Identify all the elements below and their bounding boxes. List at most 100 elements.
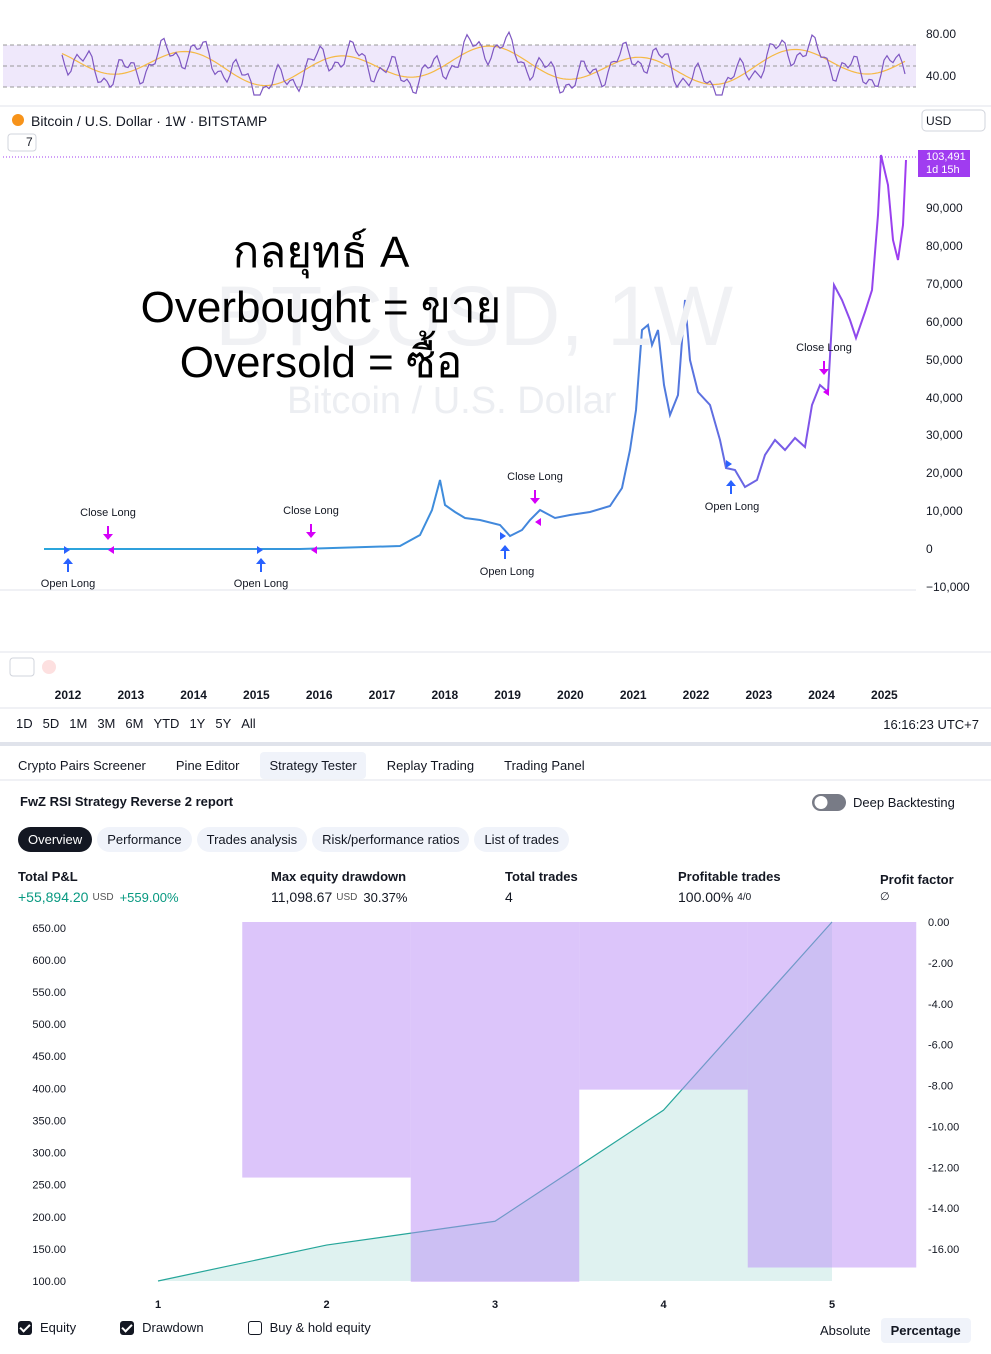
scale-modes: Absolute Percentage xyxy=(810,1318,976,1343)
strategy-tab[interactable]: Performance xyxy=(97,827,192,852)
year-label: 2014 xyxy=(180,688,207,702)
metric-value: 4 xyxy=(505,889,513,905)
timeframe-button[interactable]: 1Y xyxy=(189,716,206,731)
price-tick: 50,000 xyxy=(926,352,963,367)
year-label: 2013 xyxy=(117,688,145,702)
y-tick-label: 100.00 xyxy=(32,1276,66,1288)
y2-tick-label: -4.00 xyxy=(928,999,953,1011)
y-tick-label: 400.00 xyxy=(32,1083,66,1095)
collapse-button[interactable] xyxy=(9,657,35,677)
signal-arrows xyxy=(63,460,736,572)
price-tick: −10,000 xyxy=(926,580,970,594)
y-tick-label: 300.00 xyxy=(32,1148,66,1160)
clock: 16:16:23 UTC+7 xyxy=(883,717,979,732)
panel-separator xyxy=(0,742,991,746)
year-label: 2021 xyxy=(619,688,647,702)
metric-value-text: 4 xyxy=(505,889,513,905)
x-tick-label: 5 xyxy=(829,1299,835,1311)
bottom-tab[interactable]: Strategy Tester xyxy=(260,752,366,779)
metric-detail: 4/0 xyxy=(737,891,752,903)
strategy-tab[interactable]: Risk/performance ratios xyxy=(312,827,470,852)
legend: Equity Drawdown Buy & hold equity xyxy=(18,1320,371,1335)
strategy-tab[interactable]: List of trades xyxy=(474,827,569,852)
x-tick-label: 3 xyxy=(492,1299,498,1311)
symbol-title: Bitcoin / U.S. Dollar · 1W · BITSTAMP xyxy=(31,113,268,129)
equity-chart: 100.00150.00200.00250.00300.00350.00400.… xyxy=(32,917,959,1311)
bottom-tabs: Crypto Pairs Screener Pine Editor Strategy… xyxy=(9,752,606,779)
checkbox[interactable] xyxy=(120,1320,135,1335)
legend-label: Equity xyxy=(40,1320,77,1335)
metric-value: ∅ xyxy=(880,890,890,903)
timeframe-button[interactable]: 6M xyxy=(125,716,144,731)
y-tick-label: 500.00 xyxy=(32,1019,66,1031)
indicator-count: 7 xyxy=(26,135,33,149)
timeframe-button[interactable]: 5D xyxy=(42,716,60,731)
price-line xyxy=(44,154,907,550)
metric-label: Total trades xyxy=(505,869,578,884)
strategy-tab[interactable]: Overview xyxy=(18,827,93,852)
signal-label: Close Long xyxy=(507,471,563,483)
signal-label: Close Long xyxy=(80,507,136,519)
timeframe-button[interactable]: 1M xyxy=(69,716,88,731)
bottom-tab[interactable]: Crypto Pairs Screener xyxy=(18,758,146,773)
metric-value-text: 100.00% xyxy=(678,889,734,905)
strategy-tab[interactable]: Trades analysis xyxy=(196,827,308,852)
toggle-knob xyxy=(814,796,828,809)
y-tick-label: 200.00 xyxy=(32,1212,66,1224)
drawdown-bar xyxy=(579,922,748,1090)
signal-label: Close Long xyxy=(796,342,852,354)
year-label: 2024 xyxy=(808,688,835,702)
strategy-name: FwZ RSI Strategy Reverse 2 report xyxy=(20,794,234,809)
rsi-line xyxy=(61,30,906,96)
legend-label: Drawdown xyxy=(142,1320,204,1335)
indicator-toggle xyxy=(7,133,37,152)
x-tick-label: 1 xyxy=(155,1299,161,1311)
last-price-badge xyxy=(918,150,970,177)
y2-tick-label: -14.00 xyxy=(928,1203,959,1215)
signal-label: Open Long xyxy=(40,578,96,590)
signal-label: Open Long xyxy=(479,566,535,578)
metric-value: 11,098.67 USD 30.37% xyxy=(271,889,407,905)
bottom-tab[interactable]: Replay Trading xyxy=(386,758,475,773)
year-label: 2022 xyxy=(682,688,710,702)
y-tick-label: 450.00 xyxy=(32,1051,66,1063)
year-label: 2023 xyxy=(745,688,773,702)
drawdown-bar xyxy=(410,922,580,1282)
timeframe-button[interactable]: YTD xyxy=(153,716,180,731)
timeframes: 1D 5D 1M 3M 6M YTD 1Y 5Y All xyxy=(16,716,266,731)
y-tick-label: 250.00 xyxy=(32,1180,66,1192)
metric-label: Total P&L xyxy=(18,869,78,884)
metric-unit: USD xyxy=(336,891,358,903)
signal-label: Open Long xyxy=(704,501,760,513)
price-tick: 30,000 xyxy=(926,428,963,443)
scale-mode[interactable]: Percentage xyxy=(880,1318,971,1343)
strategy-tabs: Overview Performance Trades analysis Risk/p… xyxy=(18,827,574,852)
rsi-ma xyxy=(61,45,906,87)
bottom-tab[interactable]: Pine Editor xyxy=(175,758,240,773)
timeframe-button[interactable]: 1D xyxy=(16,716,33,731)
year-label: 2020 xyxy=(557,688,584,702)
price-tick: 80,000 xyxy=(926,238,963,253)
y-tick-label: 650.00 xyxy=(32,923,66,935)
price-tick: 40,000 xyxy=(926,390,963,405)
legend-label: Buy & hold equity xyxy=(269,1320,371,1335)
signal-label: Close Long xyxy=(283,505,339,517)
price-tick: 20,000 xyxy=(926,466,963,481)
timeframe-button[interactable]: 3M xyxy=(97,716,116,731)
x-tick-label: 4 xyxy=(660,1299,667,1311)
timeframe-button[interactable]: 5Y xyxy=(215,716,232,731)
y-tick-label: 550.00 xyxy=(32,987,66,999)
alert-icon xyxy=(42,660,56,674)
metric-value: +55,894.20 USD +559.00% xyxy=(18,889,179,905)
overlay-text: กลยุทธ์ A xyxy=(232,228,410,277)
price-tick: 60,000 xyxy=(926,314,963,329)
year-label: 2016 xyxy=(305,688,333,702)
bottom-tab[interactable]: Trading Panel xyxy=(504,758,585,773)
timeframe-button[interactable]: All xyxy=(241,716,256,731)
checkbox[interactable] xyxy=(18,1320,32,1335)
checkbox[interactable] xyxy=(247,1320,262,1335)
metric-value: 100.00% 4/0 xyxy=(678,889,751,905)
scale-mode[interactable]: Absolute xyxy=(820,1323,871,1338)
metric-value-text: 11,098.67 xyxy=(271,889,333,905)
